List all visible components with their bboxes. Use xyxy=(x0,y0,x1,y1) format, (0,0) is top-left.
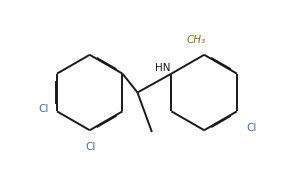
Text: Cl: Cl xyxy=(39,104,49,114)
Text: HN: HN xyxy=(155,63,170,73)
Text: CH₃: CH₃ xyxy=(187,35,206,45)
Text: Cl: Cl xyxy=(247,123,257,133)
Text: Cl: Cl xyxy=(85,142,96,152)
